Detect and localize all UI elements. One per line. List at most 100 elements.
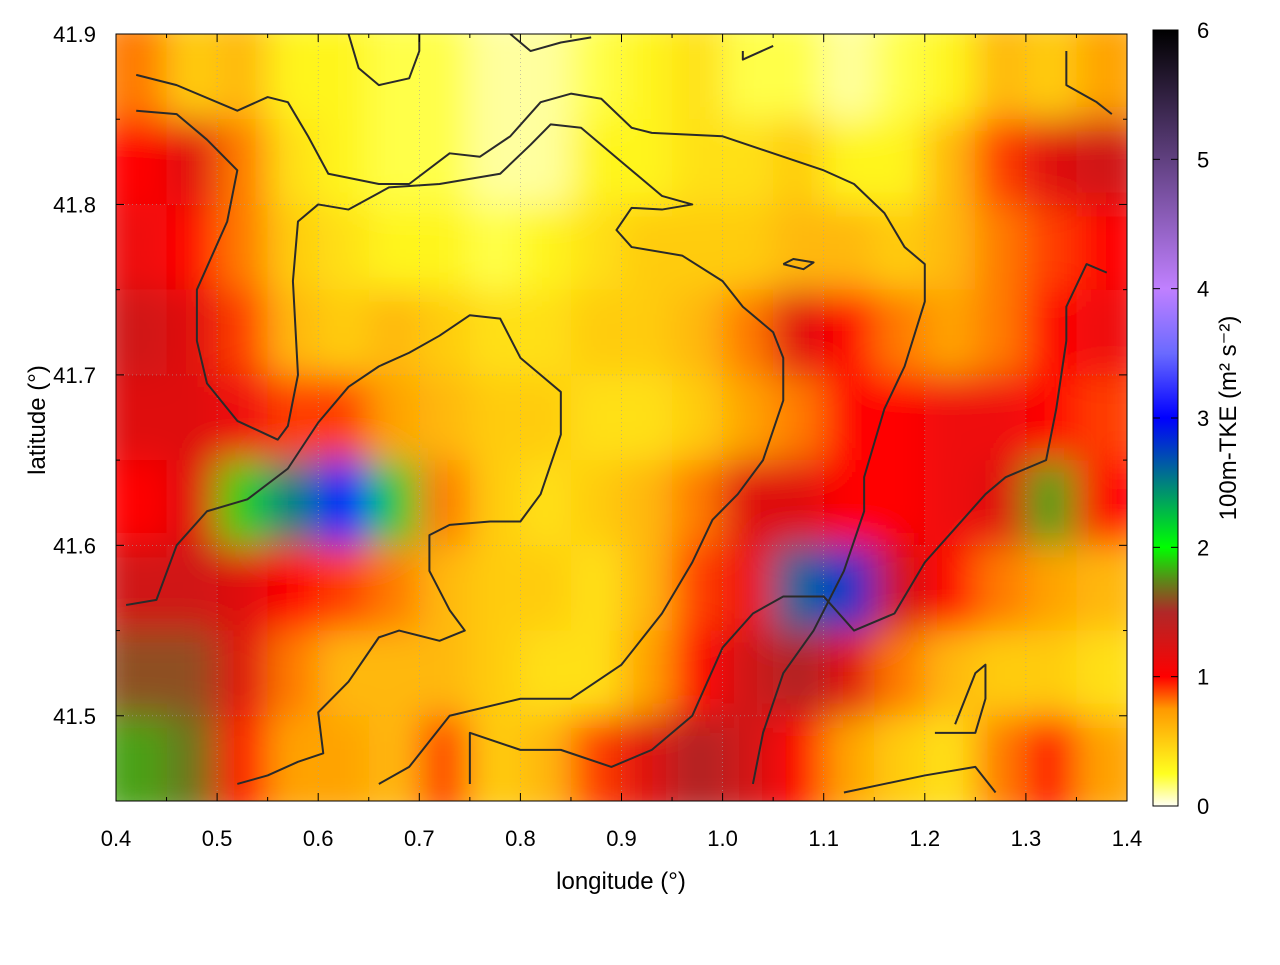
heatmap-cell xyxy=(570,204,622,291)
x-tick-label: 0.4 xyxy=(101,826,132,851)
heatmap-cell xyxy=(672,715,724,801)
heatmap-cell xyxy=(874,545,926,632)
heatmap-cell xyxy=(217,460,269,546)
heatmap-cell xyxy=(267,630,319,717)
heatmap-cell xyxy=(267,545,319,632)
heatmap-cell xyxy=(368,545,420,632)
heatmap-cell xyxy=(722,460,774,546)
heatmap-cell xyxy=(520,715,572,801)
heatmap-cell xyxy=(722,545,774,632)
y-tick-label: 41.5 xyxy=(53,704,96,729)
heatmap-cell xyxy=(267,374,319,461)
heatmap-cell xyxy=(318,630,370,717)
heatmap-cell xyxy=(924,204,976,291)
heatmap-cell xyxy=(217,715,269,801)
heatmap-cell xyxy=(773,374,825,461)
heatmap-cell xyxy=(520,289,572,376)
heatmap-cell xyxy=(469,545,521,632)
heatmap-cell xyxy=(368,460,420,546)
colorbar-label: 100m-TKE (m² s⁻²) xyxy=(1215,316,1242,521)
heatmap-cell xyxy=(1025,715,1077,801)
x-tick-label: 1.2 xyxy=(910,826,941,851)
contour-line xyxy=(347,34,421,87)
heatmap-cell xyxy=(368,119,420,205)
colorbar-tick-label: 6 xyxy=(1197,18,1209,43)
heatmap-cell xyxy=(570,715,622,801)
heatmap-cell xyxy=(621,545,673,632)
x-tick-label: 1.3 xyxy=(1011,826,1042,851)
heatmap-cell xyxy=(318,119,370,205)
heatmap-cell xyxy=(570,374,622,461)
colorbar-tick-label: 4 xyxy=(1197,277,1209,302)
heatmap-cell xyxy=(570,289,622,376)
x-tick-label: 0.6 xyxy=(303,826,334,851)
heatmap-cell xyxy=(975,289,1027,376)
heatmap-cell xyxy=(520,545,572,632)
x-tick-label: 0.9 xyxy=(606,826,637,851)
heatmap-cell xyxy=(1025,204,1077,291)
heatmap-cell xyxy=(116,715,168,801)
heatmap-cell xyxy=(469,204,521,291)
x-axis-label: longitude (°) xyxy=(556,868,686,895)
heatmap-cell xyxy=(267,34,319,120)
heatmap-cell xyxy=(166,715,218,801)
heatmap-cell xyxy=(722,374,774,461)
heatmap-cell xyxy=(469,374,521,461)
heatmap-cell xyxy=(874,630,926,717)
heatmap-cell xyxy=(773,289,825,376)
heatmap-cell xyxy=(217,374,269,461)
heatmap-cell xyxy=(116,289,168,376)
heatmap-cell xyxy=(368,34,420,120)
heatmap-cell xyxy=(217,630,269,717)
heatmap-cell xyxy=(318,374,370,461)
heatmap-cell xyxy=(722,289,774,376)
heatmap-cell xyxy=(924,630,976,717)
heatmap-cell xyxy=(823,715,875,801)
heatmap-cell xyxy=(975,34,1027,120)
heatmap-cell xyxy=(874,460,926,546)
heatmap-cell xyxy=(217,119,269,205)
heatmap-cell xyxy=(823,545,875,632)
heatmap-cell xyxy=(368,374,420,461)
heatmap-cell xyxy=(975,715,1027,801)
heatmap-cell xyxy=(570,460,622,546)
heatmap-cell xyxy=(672,545,724,632)
heatmap-cell xyxy=(116,460,168,546)
x-tick-label: 1.4 xyxy=(1112,826,1143,851)
heatmap-cell xyxy=(924,289,976,376)
heatmap-cell xyxy=(1076,289,1127,376)
heatmap-cell xyxy=(1076,460,1127,546)
heatmap-cell xyxy=(166,460,218,546)
heatmap-cell xyxy=(672,374,724,461)
heatmap-cell xyxy=(1076,374,1127,461)
heatmap-cell xyxy=(419,630,471,717)
heatmap-cell xyxy=(874,119,926,205)
heatmap-cell xyxy=(469,630,521,717)
heatmap-cell xyxy=(419,204,471,291)
heatmap-cells xyxy=(116,34,1127,801)
heatmap-cell xyxy=(1076,204,1127,291)
heatmap-cell xyxy=(166,545,218,632)
heatmap-cell xyxy=(116,119,168,205)
heatmap-cell xyxy=(570,34,622,120)
heatmap-cell xyxy=(722,630,774,717)
heatmap-cell xyxy=(116,34,168,120)
heatmap-cell xyxy=(166,374,218,461)
heatmap-cell xyxy=(520,460,572,546)
y-axis-ticks: 41.5 41.6 41.7 41.8 41.9 xyxy=(53,22,1127,729)
heatmap-cell xyxy=(621,460,673,546)
contour-line xyxy=(1065,51,1113,115)
heatmap-cell xyxy=(419,545,471,632)
heatmap-cell xyxy=(570,630,622,717)
heatmap-cell xyxy=(823,289,875,376)
heatmap-cell xyxy=(1076,715,1127,801)
heatmap-cell xyxy=(975,545,1027,632)
heatmap-cell xyxy=(975,374,1027,461)
heatmap-cell xyxy=(975,119,1027,205)
contour-line xyxy=(135,73,926,785)
heatmap-cell xyxy=(621,630,673,717)
heatmap-cell xyxy=(975,630,1027,717)
heatmap-cell xyxy=(368,630,420,717)
heatmap-cell xyxy=(318,204,370,291)
x-tick-label: 1.0 xyxy=(707,826,738,851)
